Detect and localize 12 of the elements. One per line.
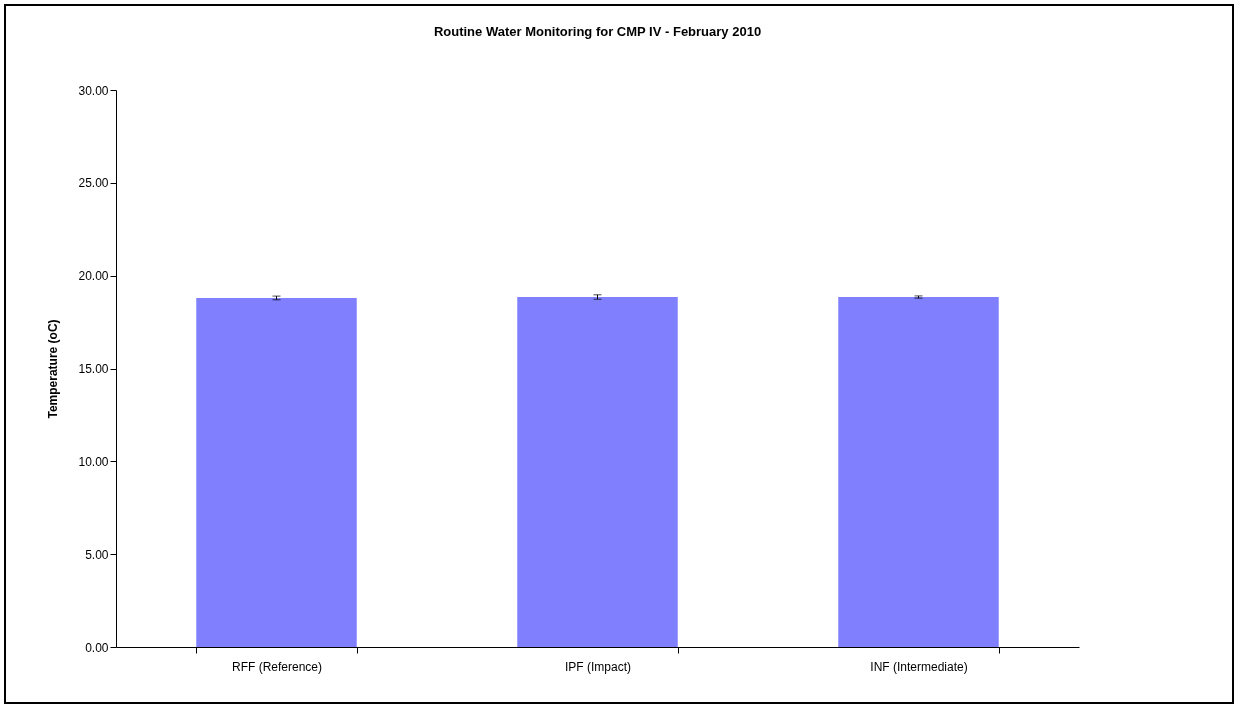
y-tick-label: 5.00 [85, 547, 109, 562]
y-tick-label: 15.00 [78, 362, 109, 376]
y-tick-label: 20.00 [78, 269, 109, 284]
y-axis-title: Temperature (oC) [46, 319, 61, 419]
x-tick-label: IPF (Impact) [564, 659, 632, 674]
chart-title: Routine Water Monitoring for CMP IV - February 2010 [433, 24, 762, 39]
y-tick-label: 30.00 [78, 83, 109, 98]
y-tick-label: 0.00 [85, 640, 109, 655]
x-tick-label: RFF (Reference) [231, 659, 323, 674]
y-tick-label: 25.00 [78, 176, 109, 191]
x-tick-label: INF (Intermediate) [870, 659, 968, 674]
y-tick-label: 10.00 [78, 454, 109, 469]
